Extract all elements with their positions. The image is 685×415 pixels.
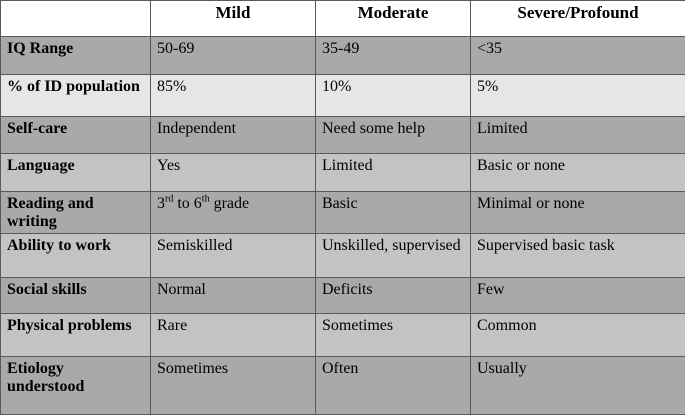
cell-mild: Rare [151,314,316,357]
header-mild: Mild [151,1,316,37]
cell-mild: Independent [151,117,316,154]
cell-severe: Limited [471,117,685,154]
cell-moderate: Often [316,357,471,415]
cell-severe: Basic or none [471,154,685,192]
cell-severe: <35 [471,37,685,75]
row-label: % of ID population [1,75,151,117]
cell-mild: 50-69 [151,37,316,75]
row-label: Reading and writing [1,192,151,234]
header-severe: Severe/Profound [471,1,685,37]
table-row: Self-care Independent Need some help Lim… [1,117,685,154]
grade-end: grade [210,195,250,212]
header-corner [1,1,151,37]
cell-moderate: Limited [316,154,471,192]
cell-mild: 85% [151,75,316,117]
row-label: Etiology understood [1,357,151,415]
row-label: IQ Range [1,37,151,75]
cell-moderate: Deficits [316,278,471,314]
row-label: Physical problems [1,314,151,357]
cell-mild: Yes [151,154,316,192]
cell-severe: Usually [471,357,685,415]
cell-moderate: 10% [316,75,471,117]
cell-moderate: Need some help [316,117,471,154]
cell-moderate: Basic [316,192,471,234]
table-row: % of ID population 85% 10% 5% [1,75,685,117]
row-label: Ability to work [1,234,151,278]
table-row: Etiology understood Sometimes Often Usua… [1,357,685,415]
cell-moderate: Unskilled, supervised [316,234,471,278]
row-label: Language [1,154,151,192]
cell-severe: Common [471,314,685,357]
grade-middle: to 6 [173,195,201,212]
cell-severe: Supervised basic task [471,234,685,278]
table-row: Physical problems Rare Sometimes Common [1,314,685,357]
header-moderate: Moderate [316,1,471,37]
cell-mild: Sometimes [151,357,316,415]
table-row: Reading and writing 3rd to 6th grade Bas… [1,192,685,234]
table-row: Language Yes Limited Basic or none [1,154,685,192]
row-label: Self-care [1,117,151,154]
cell-mild: Normal [151,278,316,314]
cell-severe: Few [471,278,685,314]
table-row: Ability to work Semiskilled Unskilled, s… [1,234,685,278]
header-row: Mild Moderate Severe/Profound [1,1,685,37]
cell-severe: 5% [471,75,685,117]
table-row: IQ Range 50-69 35-49 <35 [1,37,685,75]
row-label: Social skills [1,278,151,314]
grade-start: 3 [157,195,165,212]
cell-mild: Semiskilled [151,234,316,278]
cell-severe: Minimal or none [471,192,685,234]
table-row: Social skills Normal Deficits Few [1,278,685,314]
cell-moderate: 35-49 [316,37,471,75]
cell-mild: 3rd to 6th grade [151,192,316,234]
ordinal-suffix: th [202,194,210,205]
cell-moderate: Sometimes [316,314,471,357]
